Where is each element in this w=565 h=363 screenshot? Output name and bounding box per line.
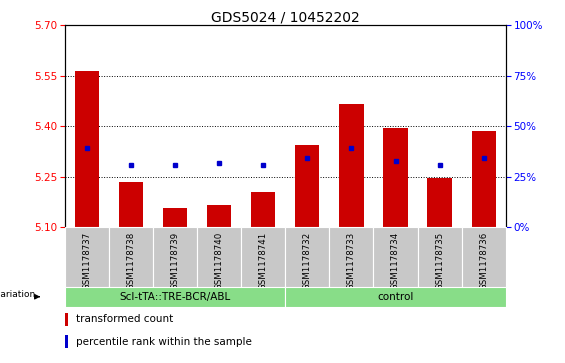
Title: GDS5024 / 10452202: GDS5024 / 10452202 [211,10,360,24]
Text: GSM1178738: GSM1178738 [127,232,136,290]
Bar [251,192,275,227]
Bar [241,227,285,287]
Text: control: control [377,292,414,302]
Bar [65,335,68,348]
Bar [65,313,68,326]
Bar [295,144,319,227]
Bar [340,104,363,227]
Bar [119,182,143,227]
Bar [285,287,506,307]
Text: genotype/variation: genotype/variation [0,290,36,299]
Text: GSM1178740: GSM1178740 [215,232,224,290]
Text: GSM1178733: GSM1178733 [347,232,356,290]
Bar [373,227,418,287]
Bar [207,205,231,227]
Text: GSM1178736: GSM1178736 [479,232,488,290]
Text: GSM1178737: GSM1178737 [82,232,92,290]
Bar [65,287,285,307]
Bar [329,227,373,287]
Bar [285,227,329,287]
Text: GSM1178732: GSM1178732 [303,232,312,290]
Text: GSM1178734: GSM1178734 [391,232,400,290]
Bar [153,227,197,287]
Bar [472,131,496,227]
Bar [462,227,506,287]
Text: transformed count: transformed count [76,314,173,325]
Bar [428,178,451,227]
Bar [75,71,99,227]
Text: GSM1178739: GSM1178739 [171,232,180,290]
Bar [109,227,153,287]
Bar [418,227,462,287]
Bar [197,227,241,287]
Bar [163,208,187,227]
Text: percentile rank within the sample: percentile rank within the sample [76,337,251,347]
Text: GSM1178741: GSM1178741 [259,232,268,290]
Bar [384,128,407,227]
Text: GSM1178735: GSM1178735 [435,232,444,290]
Text: Scl-tTA::TRE-BCR/ABL: Scl-tTA::TRE-BCR/ABL [120,292,231,302]
Bar [65,227,109,287]
